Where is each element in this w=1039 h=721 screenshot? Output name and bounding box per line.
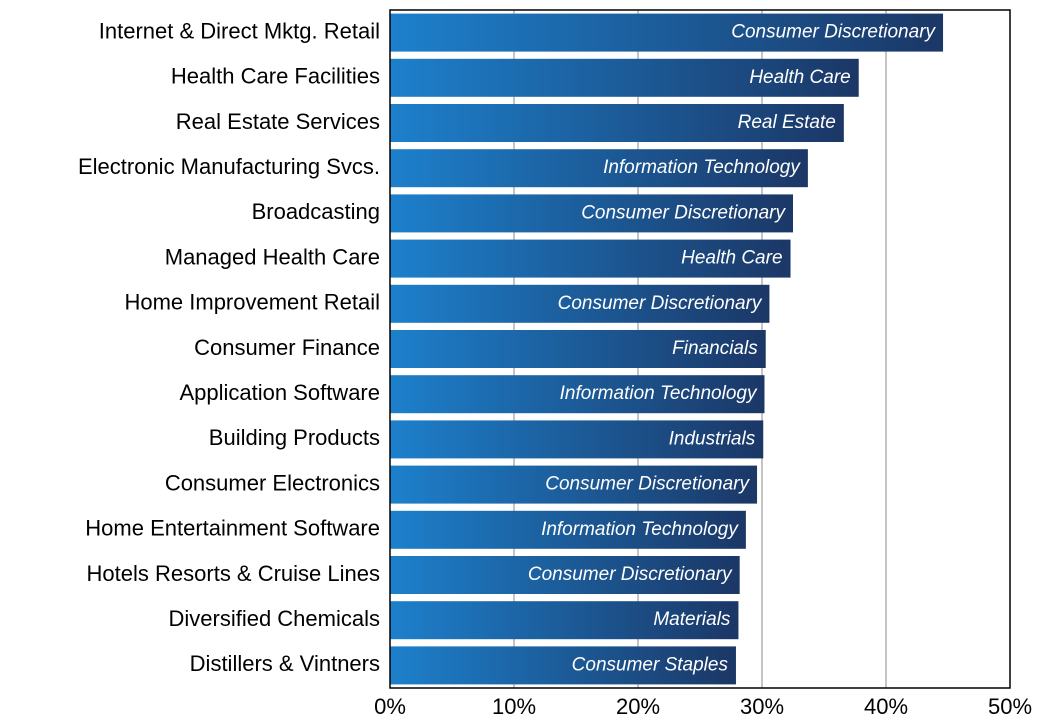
category-label: Building Products xyxy=(209,425,380,450)
category-label: Diversified Chemicals xyxy=(168,606,380,631)
x-tick-label: 30% xyxy=(740,694,784,719)
bar xyxy=(390,375,765,414)
sector-label: Consumer Discretionary xyxy=(558,293,763,314)
bar xyxy=(390,13,944,52)
bar xyxy=(390,420,764,459)
bar xyxy=(390,330,766,368)
bar xyxy=(390,284,770,323)
bar xyxy=(390,239,791,278)
category-label: Real Estate Services xyxy=(176,109,380,134)
x-tick-label: 20% xyxy=(616,694,660,719)
category-label: Application Software xyxy=(179,380,380,405)
category-label: Hotels Resorts & Cruise Lines xyxy=(87,561,380,586)
sector-label: Materials xyxy=(653,609,731,630)
sector-label: Consumer Discretionary xyxy=(528,564,733,585)
bar xyxy=(390,104,844,142)
x-tick-label: 0% xyxy=(374,694,406,719)
x-tick-label: 40% xyxy=(864,694,908,719)
x-tick-label: 50% xyxy=(988,694,1032,719)
category-label: Broadcasting xyxy=(252,199,380,224)
category-label: Managed Health Care xyxy=(165,244,380,269)
x-tick-label: 10% xyxy=(492,694,536,719)
sector-label: Consumer Discretionary xyxy=(545,474,750,495)
category-label: Consumer Electronics xyxy=(165,470,380,495)
sector-label: Information Technology xyxy=(603,157,801,178)
sector-label: Consumer Discretionary xyxy=(731,22,936,43)
sector-label: Health Care xyxy=(749,67,850,88)
bar xyxy=(390,556,740,594)
sector-label: Consumer Discretionary xyxy=(581,202,786,223)
bar xyxy=(390,149,808,188)
sector-label: Information Technology xyxy=(560,383,758,404)
sector-label: Financials xyxy=(672,338,758,359)
bar xyxy=(390,194,793,233)
category-label: Home Improvement Retail xyxy=(124,290,380,315)
sector-label: Health Care xyxy=(681,248,782,269)
plot-border xyxy=(389,9,1011,689)
category-label: Home Entertainment Software xyxy=(85,516,380,541)
category-label: Consumer Finance xyxy=(194,335,380,360)
bar xyxy=(390,646,736,685)
bar xyxy=(390,58,859,97)
bar xyxy=(390,465,758,504)
category-label: Health Care Facilities xyxy=(171,64,380,89)
sector-label: Consumer Staples xyxy=(572,654,729,675)
category-label: Distillers & Vintners xyxy=(190,651,380,676)
bar xyxy=(390,510,746,549)
category-label: Electronic Manufacturing Svcs. xyxy=(78,154,380,179)
sector-label: Information Technology xyxy=(541,519,739,540)
category-label: Internet & Direct Mktg. Retail xyxy=(99,18,380,43)
sector-label: Real Estate xyxy=(738,112,836,133)
bar xyxy=(390,601,739,640)
sector-label: Industrials xyxy=(669,428,756,449)
